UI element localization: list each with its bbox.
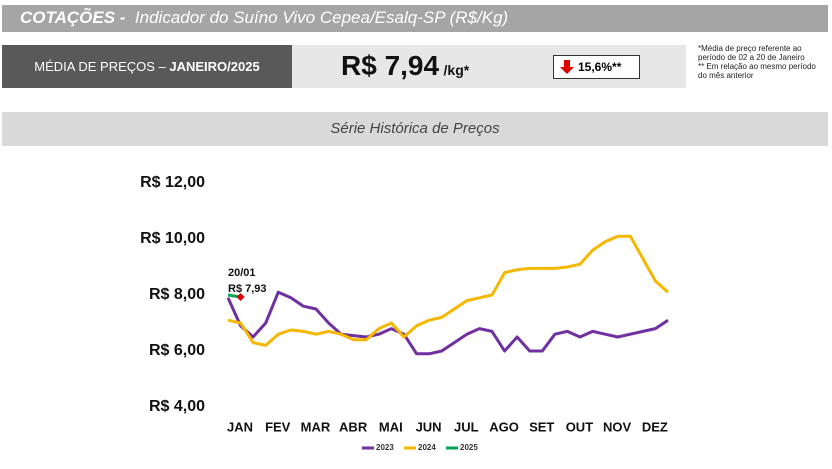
x-tick-label: ABR [339,419,368,434]
x-tick-label: NOV [603,419,632,434]
header: COTAÇÕES - Indicador do Suíno Vivo Cepea… [20,8,508,28]
y-tick-label: R$ 10,00 [140,230,205,247]
x-tick-label: JUN [416,419,442,434]
x-tick-label: MAI [379,419,403,434]
note: *Média de preço referente ao período de … [698,44,805,62]
y-tick-label: R$ 12,00 [140,174,205,191]
y-tick-label: R$ 4,00 [149,398,205,415]
price-box: R$ 7,94 /kg* [341,50,469,82]
x-tick-label: AGO [489,419,519,434]
line [226,290,669,356]
price-unit: /kg* [443,62,470,78]
legend-label: 2023 [376,443,394,452]
section-title: Série Histórica de Preços [2,112,828,146]
summary-period: JANEIRO/2025 [169,59,260,74]
summary-label: MÉDIA DE PREÇOS – [34,59,170,74]
header-title: Indicador do Suíno Vivo Cepea/Esalq-SP (… [134,8,509,27]
x-tick-label: FEV [265,419,291,434]
x-tick-label: JUL [454,419,479,434]
annotation: R$ 7,93 [228,283,267,295]
notes: *Média de preço referente ao período de … [698,44,818,80]
x-tick-label: MAR [301,419,331,434]
change: 15,6%** [578,60,622,74]
price: R$ 7,94 [341,50,440,81]
summary-label-box: MÉDIA DE PREÇOS – JANEIRO/2025 [2,45,292,88]
header-label: COTAÇÕES - [20,8,126,27]
down-arrow [560,60,574,74]
x-tick-label: SET [529,419,554,434]
y-tick-label: R$ 6,00 [149,342,205,359]
legend-label: 2024 [418,443,436,452]
y-tick-label: R$ 8,00 [149,286,205,303]
header-bar [2,5,828,32]
x-tick-label: OUT [566,419,594,434]
x-tick-label: DEZ [642,419,668,434]
line [227,234,669,347]
change-box: 15,6%** [553,55,640,79]
x-tick-label: JAN [227,419,253,434]
note: ** Em relação ao mesmo período do mês an… [698,62,816,80]
end-marker [236,292,245,301]
legend-label: 2025 [460,443,478,452]
annotation: 20/01 [228,267,256,279]
